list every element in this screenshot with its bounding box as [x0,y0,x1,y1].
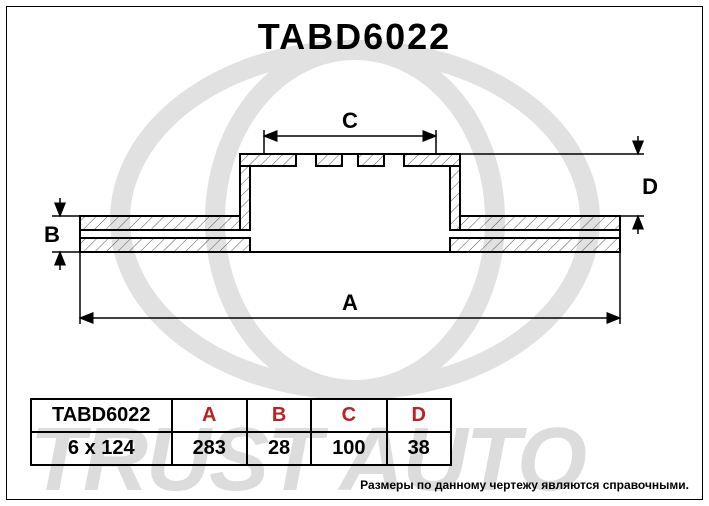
val-B: 28 [247,432,311,465]
dim-C: C [264,108,436,154]
hdr-A: A [172,399,247,432]
hdr-C: C [311,399,386,432]
dimensions-table: TABD6022 A B C D 6 x 124 283 28 100 38 [30,398,452,466]
table-value-row: 6 x 124 283 28 100 38 [31,432,451,465]
svg-text:A: A [342,290,358,315]
svg-text:D: D [642,174,658,199]
hdr-part: TABD6022 [31,399,172,432]
footnote: Размеры по данному чертежу являются спра… [360,478,689,492]
svg-text:B: B [44,222,60,247]
part-title: TABD6022 [0,16,709,58]
val-bolt: 6 x 124 [31,432,172,465]
dim-B: B [44,198,80,270]
section-outline [80,154,620,252]
dim-A: A [80,252,620,324]
hdr-D: D [387,399,451,432]
val-D: 38 [387,432,451,465]
table-header-row: TABD6022 A B C D [31,399,451,432]
val-A: 283 [172,432,247,465]
svg-text:C: C [342,108,358,133]
rotor-drawing: C A B D [40,80,660,360]
hdr-B: B [247,399,311,432]
val-C: 100 [311,432,386,465]
